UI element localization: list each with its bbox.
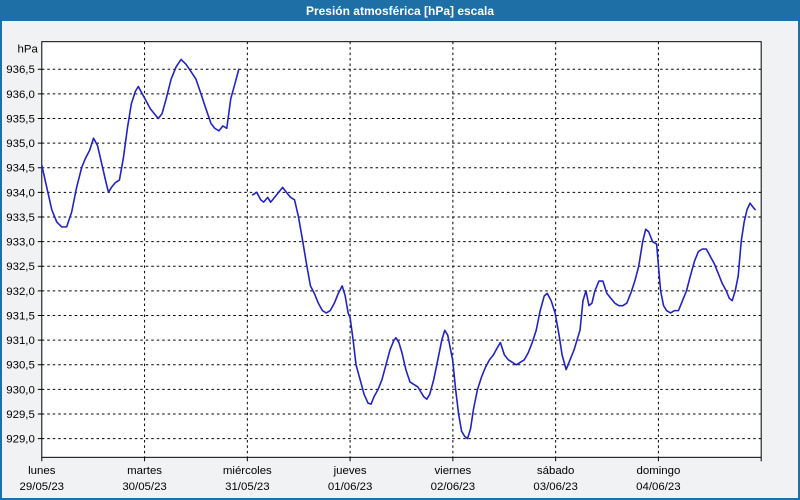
y-tick-label: 930,0 [6,384,35,396]
axis-frame [41,41,762,458]
x-axis-date-label: 29/05/23 [20,481,64,493]
pressure-line [251,186,756,440]
y-tick-label: 932,5 [6,261,35,273]
x-axis-date-label: 04/06/23 [636,481,680,493]
x-axis-day-label: jueves [333,465,367,477]
y-tick-label: 933,0 [6,237,35,249]
y-tick-label: 934,5 [6,163,35,175]
y-tick-label: 930,5 [6,360,35,372]
y-tick-label: 929,5 [6,409,35,421]
x-axis-day-label: lunes [28,465,56,477]
y-tick-label: 935,5 [6,113,35,125]
x-axis-day-label: domingo [636,465,680,477]
y-tick-label: 931,0 [6,335,35,347]
plot-area [41,41,762,458]
x-axis-day-label: miércoles [223,465,272,477]
y-tick-label: 934,0 [6,187,35,199]
x-axis-date-label: 31/05/23 [225,481,269,493]
x-axis-day-label: sábado [537,465,574,477]
pressure-line [41,58,240,228]
y-tick-label: 931,5 [6,310,35,322]
y-tick-label: 936,5 [6,64,35,76]
x-axis-date-label: 03/06/23 [533,481,577,493]
x-axis-date-label: 30/05/23 [122,481,166,493]
x-axis-date-label: 02/06/23 [431,481,475,493]
chart-title: Presión atmosférica [hPa] escala [305,4,495,18]
y-tick-label: 935,0 [6,138,35,150]
x-axis-day-label: viernes [434,465,471,477]
x-axis-day-label: martes [127,465,162,477]
y-tick-label: 932,0 [6,286,35,298]
y-tick-label: 936,0 [6,89,35,101]
y-axis-unit-label: hPa [17,44,38,56]
x-axis-date-label: 01/06/23 [328,481,372,493]
title-bar: Presión atmosférica [hPa] escala [2,2,798,21]
y-tick-label: 929,0 [6,434,35,446]
y-tick-label: 933,5 [6,212,35,224]
